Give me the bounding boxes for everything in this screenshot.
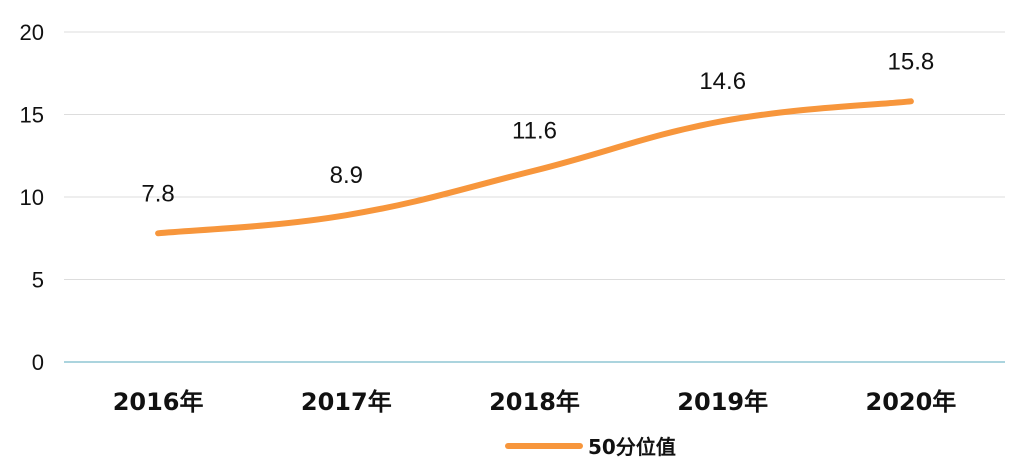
legend: 50分位值 bbox=[505, 435, 676, 459]
data-labels: 7.8 8.9 11.6 14.6 15.8 bbox=[141, 48, 934, 207]
y-tick-label: 20 bbox=[20, 20, 44, 45]
gridlines bbox=[64, 31, 1005, 280]
y-axis-tick-labels: 0 5 10 15 20 bbox=[20, 20, 44, 375]
y-tick-label: 10 bbox=[20, 185, 44, 210]
data-label: 8.9 bbox=[330, 162, 363, 189]
x-tick-label: 2020年 bbox=[866, 388, 957, 416]
data-label: 15.8 bbox=[888, 48, 935, 75]
y-tick-label: 0 bbox=[32, 350, 44, 375]
data-label: 7.8 bbox=[141, 180, 174, 207]
x-axis-tick-labels: 2016年 2017年 2018年 2019年 2020年 bbox=[113, 388, 957, 416]
y-tick-label: 15 bbox=[20, 103, 44, 128]
x-tick-label: 2017年 bbox=[301, 388, 392, 416]
x-tick-label: 2018年 bbox=[489, 388, 580, 416]
x-tick-label: 2019年 bbox=[677, 388, 768, 416]
legend-label-50pct: 50分位值 bbox=[588, 435, 676, 459]
data-label: 11.6 bbox=[512, 118, 557, 145]
series-line-50pct bbox=[155, 98, 914, 237]
x-tick-label: 2016年 bbox=[113, 388, 204, 416]
series-group bbox=[155, 98, 914, 237]
y-tick-label: 5 bbox=[32, 268, 44, 293]
data-label: 14.6 bbox=[699, 68, 746, 95]
